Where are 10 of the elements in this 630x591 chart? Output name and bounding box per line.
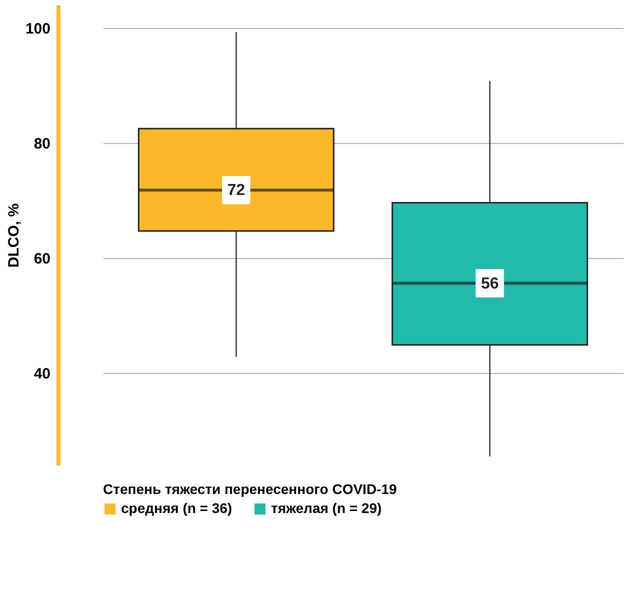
- y-tick-label: 60: [34, 250, 50, 268]
- y-tick-label: 40: [34, 366, 50, 382]
- text: 56: [480, 275, 499, 292]
- legend-label: средняя (n = 36): [121, 500, 232, 516]
- legend-label: тяжелая (n = 29): [271, 500, 382, 516]
- text: 72: [227, 182, 246, 200]
- y-tick-label: 80: [34, 136, 50, 152]
- y-tick-label: 100: [25, 20, 50, 38]
- legend-title: Степень тяжести перенесенного COVID-19: [103, 481, 397, 497]
- y-axis-title: DLCO, %: [5, 203, 22, 268]
